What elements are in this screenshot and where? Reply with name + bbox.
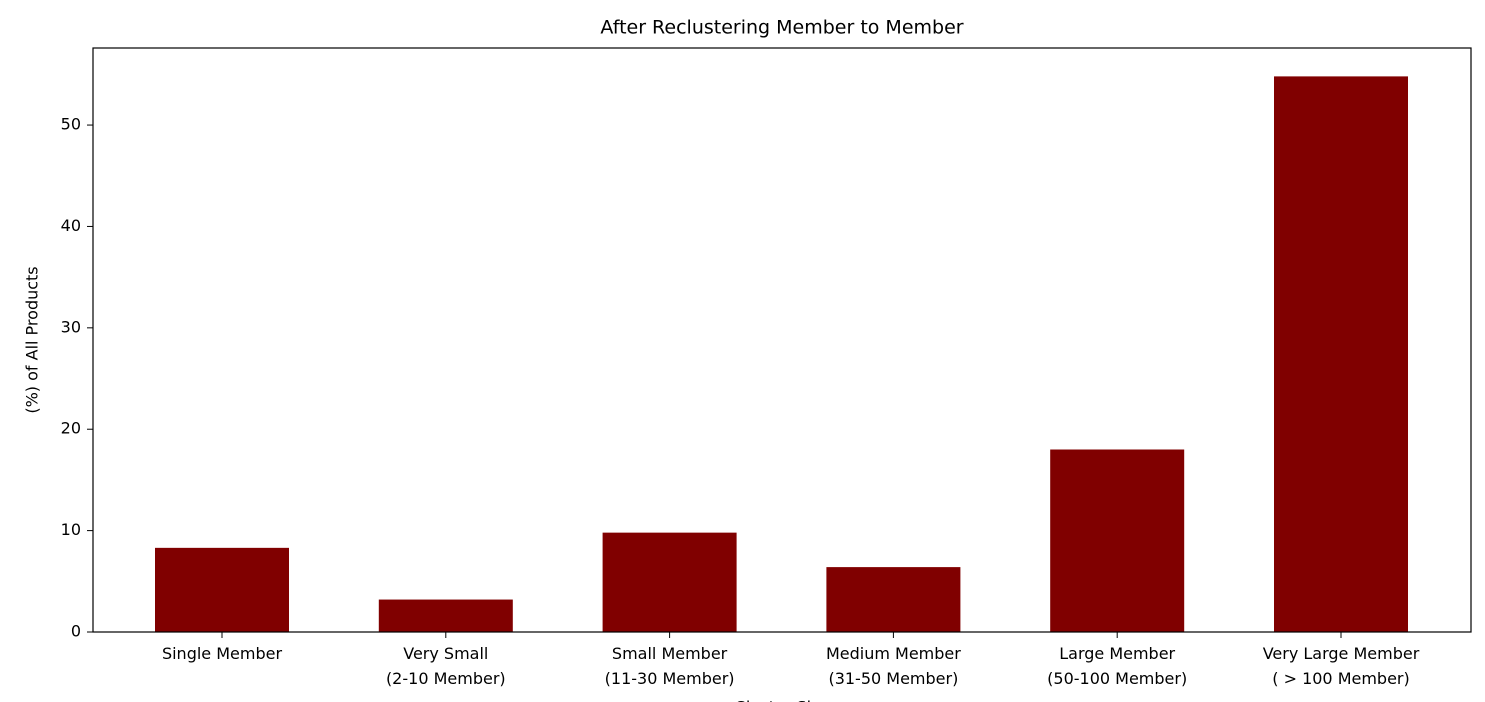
bar bbox=[602, 532, 737, 632]
x-tick-label-box: Medium Member (31-50 Member) bbox=[825, 644, 961, 688]
chart-title: After Reclustering Member to Member bbox=[600, 17, 963, 39]
x-tick-label: Very Large Member ( > 100 Member) bbox=[1262, 644, 1420, 688]
y-axis-label: (%) of All Products bbox=[23, 266, 42, 413]
x-tick-label: Single Member bbox=[161, 644, 283, 663]
y-tick-label: 40 bbox=[61, 216, 81, 235]
y-tick-label: 0 bbox=[71, 622, 81, 641]
x-tick-label-box: Small Member (11-30 Member) bbox=[604, 644, 735, 688]
x-tick-label: Small Member (11-30 Member) bbox=[604, 644, 735, 688]
y-tick-label: 30 bbox=[61, 317, 81, 336]
bar bbox=[378, 599, 513, 632]
bar bbox=[826, 567, 961, 632]
y-tick-label: 50 bbox=[61, 115, 81, 134]
y-tick-label: 10 bbox=[61, 520, 81, 539]
x-tick-label: Large Member (50-100 Member) bbox=[1047, 644, 1188, 688]
x-tick-label: Very Small (2-10 Member) bbox=[385, 644, 506, 688]
bar bbox=[1050, 449, 1185, 632]
plot-frame bbox=[92, 47, 1472, 633]
bar bbox=[1274, 76, 1408, 632]
x-tick-label-box: Very Small (2-10 Member) bbox=[385, 644, 506, 688]
x-axis-label: Cluster Size bbox=[735, 698, 830, 702]
bar bbox=[155, 547, 289, 632]
x-tick-label-box: Large Member (50-100 Member) bbox=[1047, 644, 1188, 688]
y-tick-label: 20 bbox=[61, 419, 81, 438]
x-tick-label-box: Single Member bbox=[161, 644, 283, 663]
x-tick-label-box: Very Large Member ( > 100 Member) bbox=[1262, 644, 1420, 688]
x-tick-label: Medium Member (31-50 Member) bbox=[825, 644, 961, 688]
